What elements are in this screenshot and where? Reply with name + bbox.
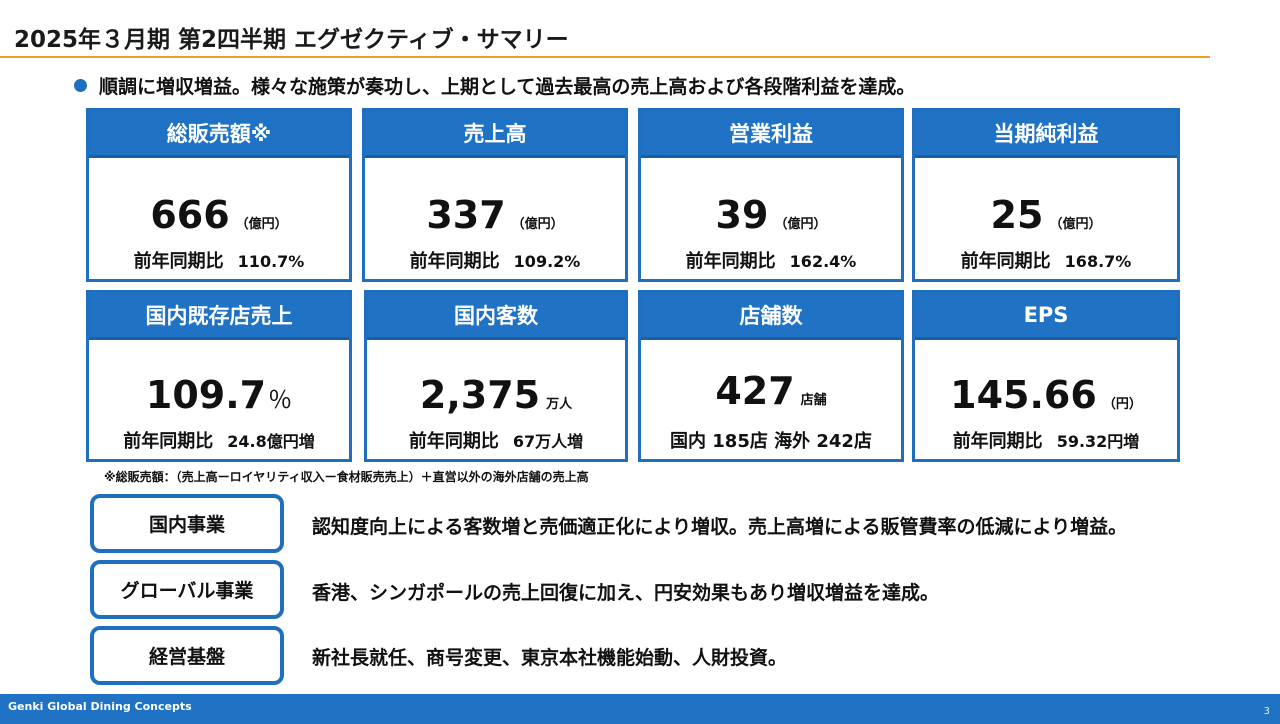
- footer-brand: Genki Global Dining Concepts: [8, 700, 192, 713]
- kpi-card-sub-label: 前年同期比: [960, 251, 1051, 272]
- headline: 順調に増収増益。様々な施策が奏功し、上期として過去最高の売上高および各段階利益を…: [74, 72, 915, 99]
- kpi-card-unit: 万人: [546, 397, 573, 412]
- kpi-card-comparison: 国内 185店 海外 242店: [641, 427, 901, 453]
- kpi-card-label: 売上高: [365, 111, 625, 158]
- kpi-card-comparison: 前年同期比 59.32円増: [915, 427, 1177, 453]
- kpi-card-sub-label: 国内 185店 海外 242店: [670, 431, 872, 452]
- kpi-card-value-line: 2,375 万人: [367, 373, 625, 417]
- page-title: 2025年３月期 第2四半期 エグゼクティブ・サマリー: [14, 27, 569, 53]
- kpi-card-label: EPS: [915, 293, 1177, 340]
- segment-text-global: 香港、シンガポールの売上回復に加え、円安効果もあり増収増益を達成。: [312, 582, 940, 604]
- kpi-card-unit: （億円）: [774, 217, 827, 232]
- kpi-card-value: 39: [715, 193, 769, 237]
- kpi-card-value-line: 427 店舗: [641, 369, 901, 413]
- bullet-dot-icon: [74, 79, 87, 92]
- kpi-card-label: 当期純利益: [915, 111, 1177, 158]
- kpi-card-value-line: 39 （億円）: [641, 193, 901, 237]
- kpi-card-sub-value: 67万人増: [512, 432, 584, 451]
- kpi-card-label: 総販売額※: [89, 111, 349, 158]
- segment-label-management: 経営基盤: [90, 626, 284, 685]
- segment-label-global: グローバル事業: [90, 560, 284, 619]
- headline-text: 順調に増収増益。様々な施策が奏功し、上期として過去最高の売上高および各段階利益を…: [99, 76, 916, 98]
- kpi-card-unit: （億円）: [511, 217, 564, 232]
- kpi-card-label: 国内客数: [367, 293, 625, 340]
- kpi-card-unit: 店舗: [800, 393, 827, 408]
- kpi-card-sub-value: 110.7%: [237, 252, 305, 271]
- kpi-card-value-line: 666 （億円）: [89, 193, 349, 237]
- kpi-card-sub-label: 前年同期比: [408, 431, 499, 452]
- kpi-card-sub-label: 前年同期比: [952, 431, 1043, 452]
- kpi-card-value: 109.7: [145, 373, 267, 417]
- kpi-card-value: 337: [426, 193, 506, 237]
- kpi-card-sub-value: 168.7%: [1064, 252, 1132, 271]
- kpi-card-operating-profit: 営業利益 39 （億円） 前年同期比 162.4%: [638, 108, 904, 282]
- kpi-card-eps: EPS 145.66 （円） 前年同期比 59.32円増: [912, 290, 1180, 462]
- kpi-card-value: 666: [150, 193, 230, 237]
- kpi-card-comparison: 前年同期比 109.2%: [365, 247, 625, 273]
- kpi-card-unit: （円）: [1102, 397, 1142, 412]
- kpi-card-comparison: 前年同期比 110.7%: [89, 247, 349, 273]
- kpi-card-comparison: 前年同期比 168.7%: [915, 247, 1177, 273]
- kpi-card-value-line: 145.66 （円）: [915, 373, 1177, 417]
- kpi-card-sub-label: 前年同期比: [685, 251, 776, 272]
- segment-text-domestic: 認知度向上による客数増と売価適正化により増収。売上高増による販管費率の低減により…: [312, 516, 1128, 538]
- kpi-card-net-income: 当期純利益 25 （億円） 前年同期比 168.7%: [912, 108, 1180, 282]
- kpi-card-unit: ％: [268, 386, 293, 414]
- kpi-card-sub-value: 24.8億円増: [227, 432, 315, 451]
- kpi-card-store-count: 店舗数 427 店舗 国内 185店 海外 242店: [638, 290, 904, 462]
- kpi-card-value-line: 337 （億円）: [365, 193, 625, 237]
- kpi-card-gross-sales: 総販売額※ 666 （億円） 前年同期比 110.7%: [86, 108, 352, 282]
- kpi-card-label: 国内既存店売上: [89, 293, 349, 340]
- title-underline: [0, 56, 1210, 58]
- kpi-card-label: 店舗数: [641, 293, 901, 340]
- kpi-card-comparison: 前年同期比 162.4%: [641, 247, 901, 273]
- kpi-card-sub-value: 162.4%: [789, 252, 857, 271]
- kpi-card-value: 2,375: [419, 373, 541, 417]
- kpi-card-value-line: 25 （億円）: [915, 193, 1177, 237]
- kpi-card-existing-store-sales: 国内既存店売上 109.7％ 前年同期比 24.8億円増: [86, 290, 352, 462]
- kpi-card-sub-value: 59.32円増: [1056, 432, 1140, 451]
- kpi-card-comparison: 前年同期比 24.8億円増: [89, 427, 349, 453]
- footnote: ※総販売額：（売上高ーロイヤリティ収入ー食材販売売上）＋直営以外の海外店舗の売上…: [104, 470, 589, 484]
- kpi-card-unit: （億円）: [1049, 217, 1102, 232]
- kpi-card-value: 427: [715, 369, 795, 413]
- kpi-card-sub-value: 109.2%: [513, 252, 581, 271]
- kpi-card-comparison: 前年同期比 67万人増: [367, 427, 625, 453]
- segment-text-management: 新社長就任、商号変更、東京本社機能始動、人財投資。: [312, 647, 788, 669]
- kpi-card-label: 営業利益: [641, 111, 901, 158]
- page-number: 3: [1263, 706, 1270, 717]
- kpi-card-sub-label: 前年同期比: [409, 251, 500, 272]
- kpi-card-sub-label: 前年同期比: [133, 251, 224, 272]
- kpi-card-value-line: 109.7％: [89, 373, 349, 417]
- kpi-card-value: 145.66: [950, 373, 1097, 417]
- kpi-card-sub-label: 前年同期比: [123, 431, 214, 452]
- kpi-card-unit: （億円）: [235, 217, 288, 232]
- footer-bar: Genki Global Dining Concepts 3: [0, 694, 1280, 724]
- kpi-card-value: 25: [990, 193, 1044, 237]
- kpi-card-net-sales: 売上高 337 （億円） 前年同期比 109.2%: [362, 108, 628, 282]
- segment-label-domestic: 国内事業: [90, 494, 284, 553]
- kpi-card-customer-count: 国内客数 2,375 万人 前年同期比 67万人増: [364, 290, 628, 462]
